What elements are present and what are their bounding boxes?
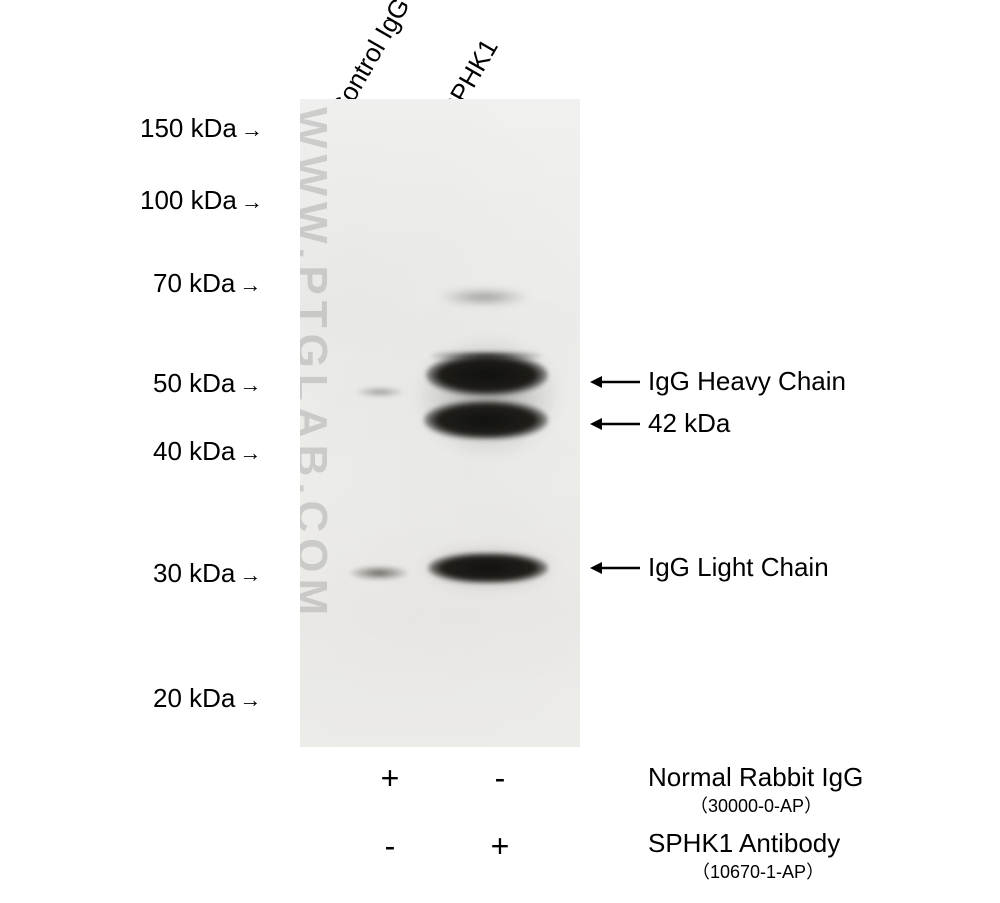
- western-blot-image: WWW.PTGLAB.COM: [300, 99, 580, 747]
- mw-marker-50: 50 kDa→: [153, 368, 261, 399]
- mw-marker-30: 30 kDa→: [153, 558, 261, 589]
- arrow-right-icon: →: [239, 272, 261, 298]
- annotation-light-chain: IgG Light Chain: [648, 552, 829, 583]
- mw-marker-70: 70 kDa→: [153, 268, 261, 299]
- band-control-heavy: [356, 387, 404, 397]
- arrow-right-icon: →: [239, 687, 261, 713]
- annotation-heavy-chain: IgG Heavy Chain: [648, 366, 846, 397]
- arrow-right-icon: →: [241, 117, 263, 143]
- figure-container: Control IgG SPHK1 150 kDa→ 100 kDa→ 70 k…: [0, 0, 1000, 903]
- reagent-row1-lane1-mark: +: [370, 760, 410, 797]
- mw-text: 40 kDa: [153, 436, 235, 466]
- mw-text: 50 kDa: [153, 368, 235, 398]
- band-sphk1-upper-faint: [438, 289, 530, 305]
- mw-text: 100 kDa: [140, 185, 237, 215]
- arrow-left-icon: [590, 372, 640, 392]
- band-sphk1-smear: [418, 339, 558, 454]
- arrow-right-icon: →: [239, 440, 261, 466]
- reagent-row2-sublabel: （10670-1-AP）: [692, 858, 824, 884]
- mw-text: 30 kDa: [153, 558, 235, 588]
- arrow-left-icon: [590, 414, 640, 434]
- arrow-right-icon: →: [239, 562, 261, 588]
- band-sphk1-light-halo: [420, 543, 558, 593]
- mw-text: 70 kDa: [153, 268, 235, 298]
- arrow-right-icon: →: [241, 189, 263, 215]
- reagent-row2-lane2-mark: +: [480, 828, 520, 865]
- mw-text: 150 kDa: [140, 113, 237, 143]
- reagent-row1-lane2-mark: -: [480, 760, 520, 797]
- mw-marker-150: 150 kDa→: [140, 113, 263, 144]
- reagent-row1-sublabel: （30000-0-AP）: [690, 792, 822, 818]
- reagent-row2-label: SPHK1 Antibody: [648, 828, 840, 859]
- band-control-light: [350, 566, 408, 580]
- mw-marker-40: 40 kDa→: [153, 436, 261, 467]
- annotation-42kda: 42 kDa: [648, 408, 730, 439]
- mw-marker-20: 20 kDa→: [153, 683, 261, 714]
- reagent-row2-lane1-mark: -: [370, 828, 410, 865]
- arrow-left-icon: [590, 558, 640, 578]
- mw-marker-100: 100 kDa→: [140, 185, 263, 216]
- arrow-right-icon: →: [239, 372, 261, 398]
- reagent-row1-label: Normal Rabbit IgG: [648, 762, 863, 793]
- mw-text: 20 kDa: [153, 683, 235, 713]
